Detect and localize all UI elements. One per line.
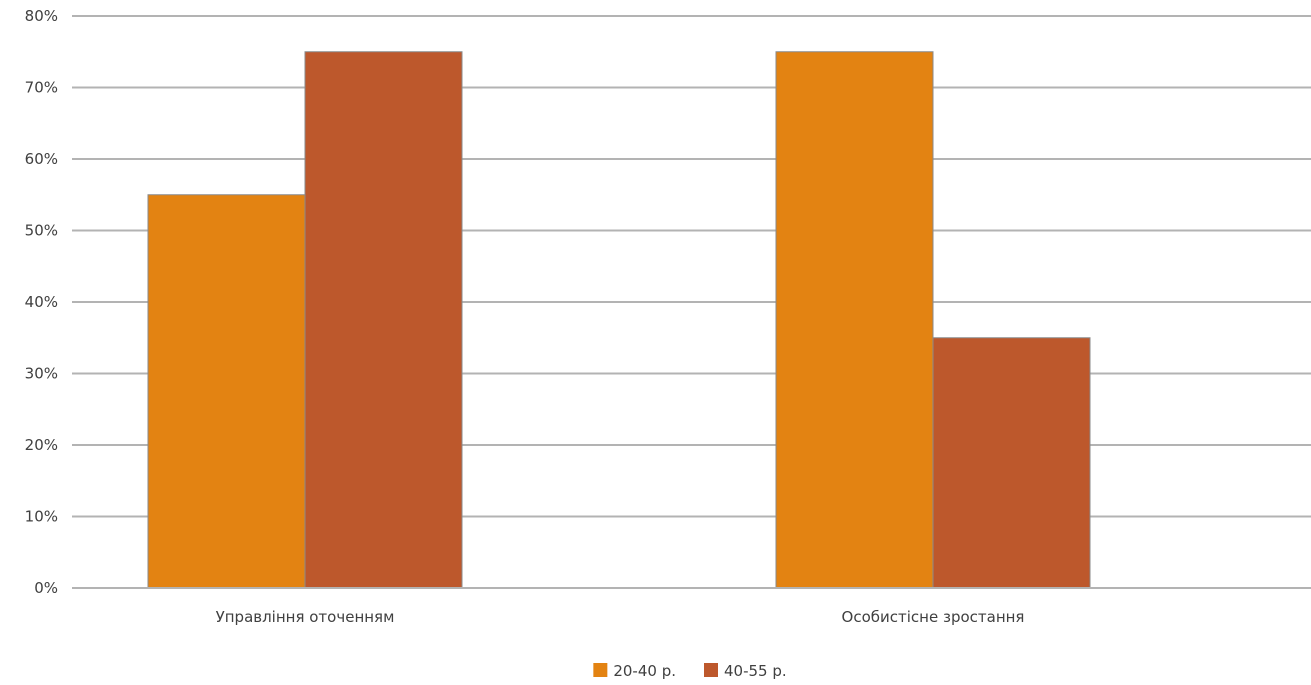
bar — [775, 51, 934, 589]
y-tick-label: 40% — [25, 293, 58, 311]
x-tick-label: Управління оточенням — [216, 608, 395, 626]
x-tick-label: Особистісне зростання — [842, 608, 1025, 626]
y-tick-label: 20% — [25, 436, 58, 454]
y-tick-label: 30% — [25, 365, 58, 383]
legend-label: 40-55 р. — [724, 662, 787, 680]
y-axis-tick-labels: 0% 10% 20% 30% 40% 50% 60% 70% 80% — [25, 7, 58, 597]
bar — [304, 51, 463, 589]
y-tick-label: 60% — [25, 150, 58, 168]
legend-swatch — [593, 663, 608, 677]
y-tick-label: 70% — [25, 79, 58, 97]
bars — [147, 51, 1091, 589]
legend-swatch — [704, 663, 718, 677]
y-tick-label: 50% — [25, 222, 58, 240]
legend: 20-40 р. 40-55 р. — [593, 662, 787, 680]
bar — [147, 194, 306, 589]
legend-label: 20-40 р. — [613, 662, 676, 680]
y-tick-label: 0% — [34, 579, 58, 597]
bar — [932, 337, 1091, 589]
y-tick-label: 10% — [25, 508, 58, 526]
x-axis-category-labels: Управління оточенням Особистісне зростанн… — [216, 608, 1025, 626]
y-tick-label: 80% — [25, 7, 58, 25]
